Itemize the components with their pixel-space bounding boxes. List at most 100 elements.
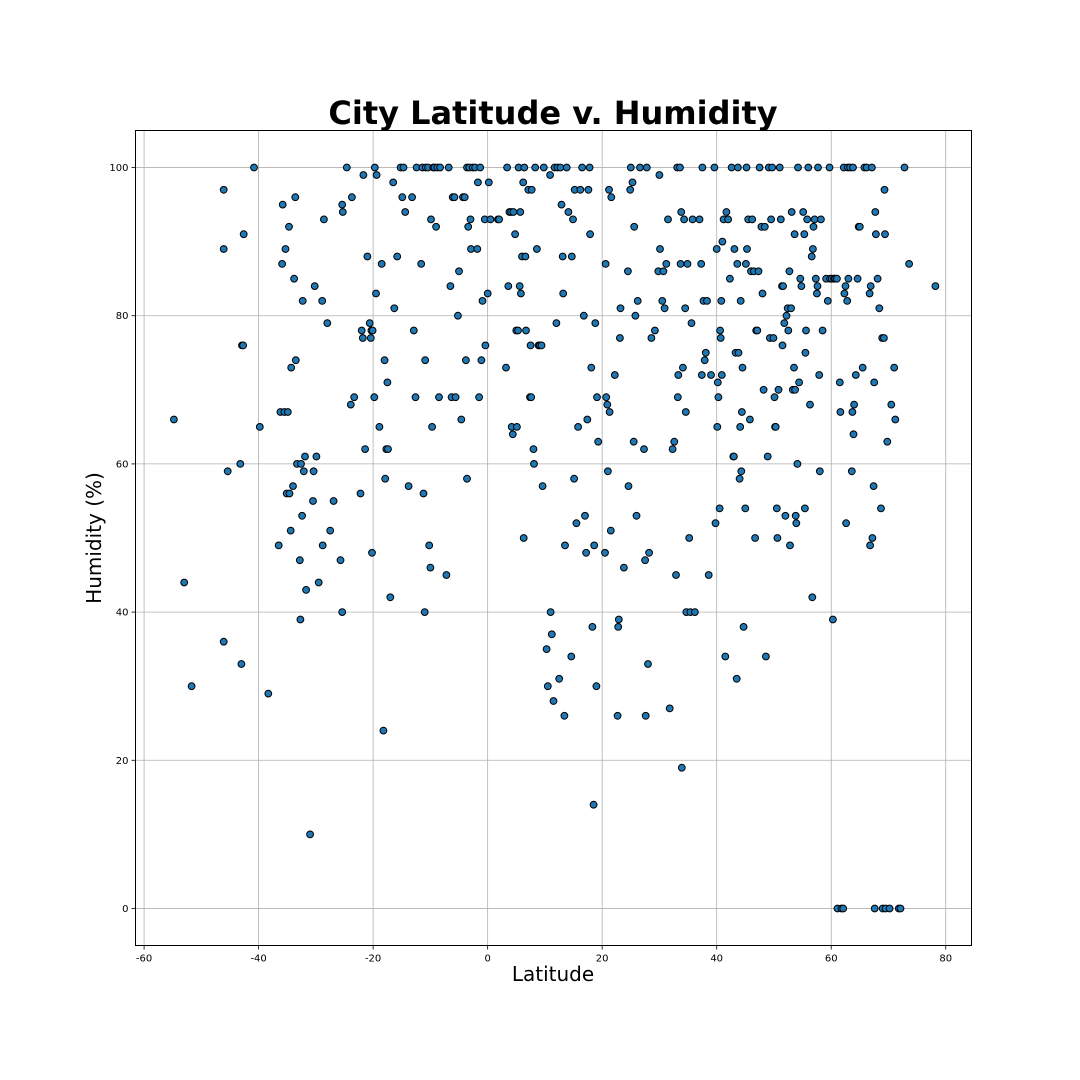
data-point [239, 341, 248, 350]
data-point [219, 245, 228, 253]
data-point [626, 185, 635, 194]
data-point [368, 326, 377, 335]
data-point [513, 423, 521, 431]
data-point [250, 163, 258, 172]
data-point [792, 519, 801, 528]
data-point [538, 482, 547, 491]
data-point [286, 526, 295, 535]
data-point [463, 474, 471, 483]
data-point [310, 282, 319, 291]
data-point [681, 304, 690, 313]
data-point [602, 393, 611, 402]
x-tick-label: 80 [939, 954, 952, 965]
data-point [219, 637, 228, 646]
data-point [318, 297, 327, 305]
data-point [236, 460, 245, 468]
data-point [594, 437, 603, 446]
data-point [825, 163, 834, 172]
data-point [758, 289, 767, 298]
data-point [742, 260, 750, 268]
y-tick-label: 40 [116, 608, 129, 619]
data-point [641, 711, 650, 720]
data-point [768, 163, 777, 172]
data-point [809, 245, 817, 253]
data-point [421, 356, 430, 365]
data-point [714, 393, 723, 402]
data-point [605, 185, 613, 194]
data-point [477, 356, 486, 365]
data-point [716, 326, 724, 335]
data-point [773, 534, 782, 542]
data-point [710, 163, 719, 172]
data-point [679, 363, 687, 372]
data-point [451, 393, 460, 402]
data-point [404, 482, 413, 491]
data-point [287, 363, 296, 372]
data-point [466, 215, 475, 224]
data-point [527, 185, 536, 194]
x-axis-label: Latitude [512, 962, 594, 986]
data-point [877, 504, 885, 513]
data-point [552, 319, 561, 328]
data-point [428, 423, 437, 431]
data-point [372, 289, 380, 298]
data-point [346, 400, 355, 409]
data-point [839, 904, 848, 913]
data-point [817, 215, 825, 224]
data-point [804, 163, 813, 172]
data-point [579, 311, 588, 320]
data-point [631, 311, 640, 320]
data-point [905, 260, 913, 268]
data-point [680, 215, 688, 224]
data-point [668, 445, 677, 454]
data-point [630, 222, 639, 231]
plot-area [135, 130, 972, 946]
data-point [366, 334, 375, 342]
data-point [737, 467, 746, 476]
data-point [291, 356, 300, 365]
data-point [515, 282, 524, 291]
data-point [791, 385, 799, 394]
data-point [880, 334, 888, 342]
data-point [318, 541, 327, 550]
data-point [782, 311, 791, 320]
data-point [769, 334, 778, 342]
data-point [309, 467, 318, 476]
data-point [170, 415, 178, 424]
data-point [632, 511, 641, 520]
data-point [715, 504, 724, 513]
data-point [651, 326, 659, 335]
data-point [738, 363, 747, 372]
data-point [742, 163, 751, 172]
data-point [442, 571, 451, 579]
data-point [306, 830, 315, 839]
data-point [557, 200, 566, 209]
data-point [636, 163, 644, 172]
data-point [576, 185, 585, 194]
data-point [755, 163, 764, 172]
data-point [296, 615, 305, 624]
data-point [763, 452, 772, 461]
data-point [855, 222, 864, 231]
data-point [298, 297, 307, 305]
data-point [869, 482, 878, 491]
data-point [593, 393, 601, 402]
data-point [677, 208, 686, 216]
data-point [713, 378, 722, 387]
data-point [733, 260, 742, 268]
data-point [604, 467, 612, 476]
data-point [561, 541, 569, 550]
data-point [399, 163, 408, 172]
data-point [358, 334, 367, 342]
x-tick-label: 0 [484, 954, 490, 965]
data-point [521, 252, 530, 261]
data-point [289, 482, 297, 491]
data-point [734, 348, 743, 357]
y-axis-label: Humidity (%) [82, 472, 106, 604]
data-point [717, 371, 726, 379]
data-point [533, 245, 541, 253]
data-point [865, 289, 874, 298]
data-point [543, 682, 552, 691]
x-tick-label: -40 [250, 954, 266, 965]
data-point [793, 460, 802, 468]
